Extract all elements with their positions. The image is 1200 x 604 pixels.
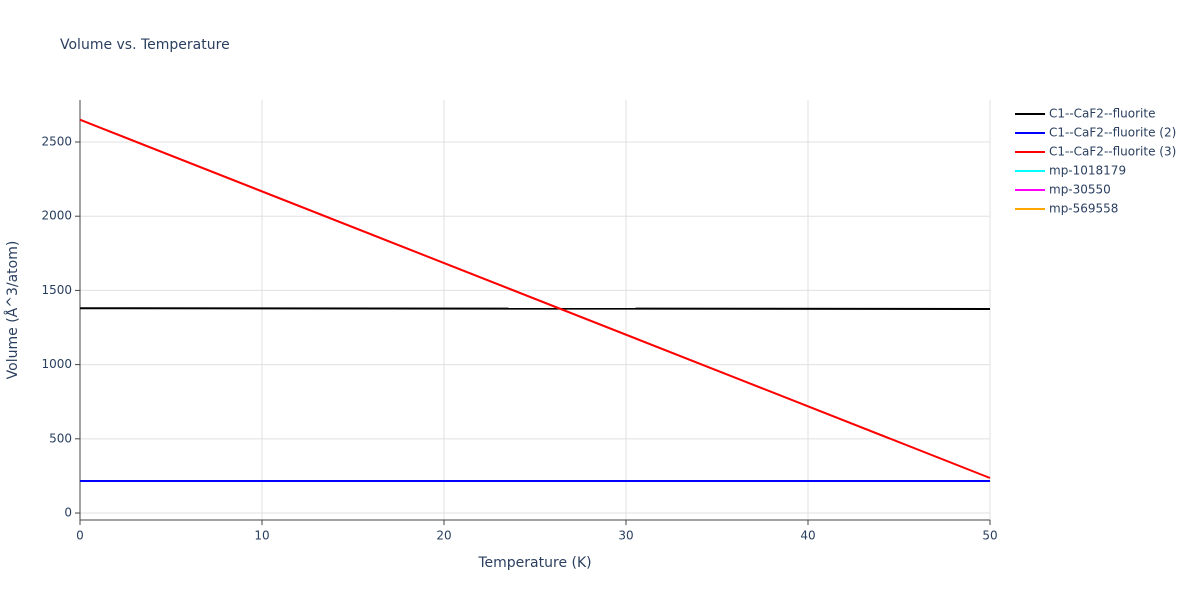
x-axis-label: Temperature (K): [477, 555, 591, 571]
x-tick-label: 50: [982, 529, 997, 543]
chart-title: Volume vs. Temperature: [60, 37, 230, 53]
legend-label: C1--CaF2--fluorite (3): [1049, 145, 1176, 159]
x-tick-label: 20: [436, 529, 451, 543]
series-line: [79, 118, 991, 479]
x-tick-label: 40: [800, 529, 815, 543]
y-tick-label: 1500: [41, 283, 72, 297]
legend-label: C1--CaF2--fluorite: [1049, 107, 1155, 121]
legend-label: C1--CaF2--fluorite (2): [1049, 126, 1176, 140]
series-line: [79, 307, 991, 310]
legend-label: mp-569558: [1049, 202, 1118, 216]
legend-label: mp-30550: [1049, 183, 1111, 197]
x-tick-label: 30: [618, 529, 633, 543]
y-tick-label: 2500: [41, 135, 72, 149]
y-tick-label: 500: [49, 431, 72, 445]
y-tick-label: 0: [64, 506, 72, 520]
legend-label: mp-1018179: [1049, 164, 1126, 178]
x-tick-label: 10: [254, 529, 269, 543]
y-tick-label: 1000: [41, 357, 72, 371]
x-tick-label: 0: [76, 529, 84, 543]
y-tick-label: 2000: [41, 209, 72, 223]
y-axis-label: Volume (Å^3/atom): [4, 241, 21, 380]
